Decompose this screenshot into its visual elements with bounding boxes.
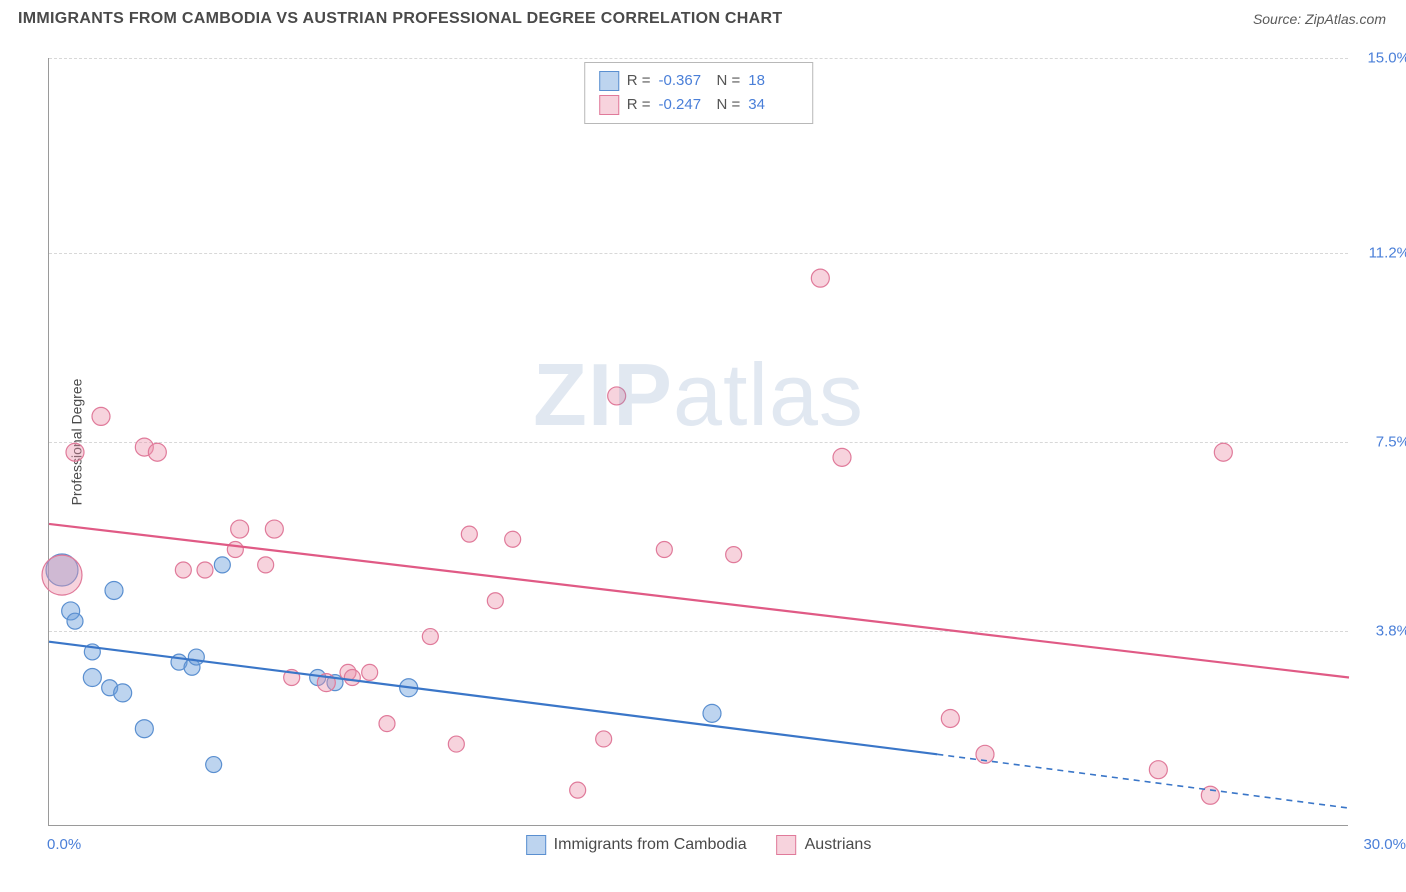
data-point (1149, 761, 1167, 779)
chart-header: IMMIGRANTS FROM CAMBODIA VS AUSTRIAN PRO… (0, 0, 1406, 36)
data-point (941, 709, 959, 727)
data-point (206, 757, 222, 773)
swatch-series-2 (599, 95, 619, 115)
data-point (148, 443, 166, 461)
chart-title: IMMIGRANTS FROM CAMBODIA VS AUSTRIAN PRO… (18, 10, 782, 28)
data-point (505, 531, 521, 547)
data-point (67, 613, 83, 629)
x-tick-min: 0.0% (47, 836, 81, 853)
data-point (422, 629, 438, 645)
legend-item-series-1: Immigrants from Cambodia (526, 835, 747, 855)
legend-label-series-2: Austrians (805, 836, 872, 854)
data-point (1214, 443, 1232, 461)
data-point (227, 542, 243, 558)
data-point (197, 562, 213, 578)
n-value-series-2: 34 (748, 93, 798, 117)
data-point (114, 684, 132, 702)
data-point (265, 520, 283, 538)
r-value-series-1: -0.367 (659, 69, 709, 93)
data-point (344, 670, 360, 686)
scatter-plot-svg (49, 58, 1348, 825)
y-tick-label: 11.2% (1355, 244, 1406, 261)
swatch-series-1 (599, 71, 619, 91)
y-tick-label: 3.8% (1355, 623, 1406, 640)
data-point (231, 520, 249, 538)
data-point (42, 555, 82, 595)
data-point (833, 448, 851, 466)
legend-row-series-1: R = -0.367 N = 18 (599, 69, 799, 93)
data-point (135, 720, 153, 738)
r-value-series-2: -0.247 (659, 93, 709, 117)
trend-line-series-2 (49, 524, 1349, 678)
data-point (570, 782, 586, 798)
data-point (92, 407, 110, 425)
data-point (379, 716, 395, 732)
correlation-legend: R = -0.367 N = 18 R = -0.247 N = 34 (584, 62, 814, 124)
data-point (188, 649, 204, 665)
series-legend: Immigrants from Cambodia Austrians (526, 835, 872, 855)
data-point (461, 526, 477, 542)
trend-line-series-1-ext (937, 754, 1349, 808)
data-point (362, 664, 378, 680)
data-point (656, 542, 672, 558)
y-tick-label: 7.5% (1355, 434, 1406, 451)
data-point (608, 387, 626, 405)
n-value-series-1: 18 (748, 69, 798, 93)
legend-row-series-2: R = -0.247 N = 34 (599, 93, 799, 117)
data-point (726, 547, 742, 563)
data-point (811, 269, 829, 287)
data-point (175, 562, 191, 578)
data-point (703, 704, 721, 722)
data-point (66, 443, 84, 461)
data-point (596, 731, 612, 747)
data-point (448, 736, 464, 752)
swatch-bottom-series-1 (526, 835, 546, 855)
x-tick-max: 30.0% (1363, 836, 1406, 853)
legend-item-series-2: Austrians (777, 835, 872, 855)
data-point (83, 669, 101, 687)
chart-plot-area: Professional Degree 3.8%7.5%11.2%15.0% Z… (48, 58, 1348, 826)
chart-source: Source: ZipAtlas.com (1253, 11, 1386, 27)
swatch-bottom-series-2 (777, 835, 797, 855)
data-point (487, 593, 503, 609)
trend-line-series-1 (49, 642, 937, 755)
data-point (105, 581, 123, 599)
y-tick-label: 15.0% (1355, 50, 1406, 67)
data-point (258, 557, 274, 573)
data-point (214, 557, 230, 573)
legend-label-series-1: Immigrants from Cambodia (554, 836, 747, 854)
